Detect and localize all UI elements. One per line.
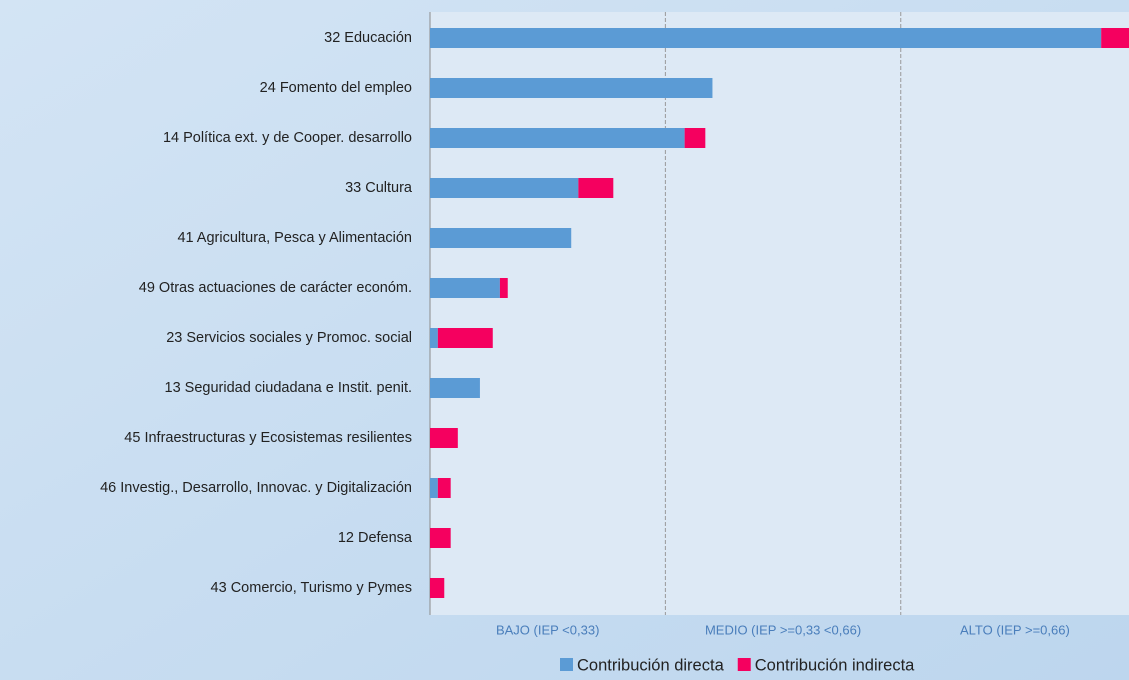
zone-label: BAJO (IEP <0,33) — [496, 622, 599, 637]
category-label: 32 Educación — [324, 30, 412, 46]
zone-label: MEDIO (IEP >=0,33 <0,66) — [705, 622, 861, 637]
legend-label: Contribución indirecta — [755, 656, 915, 674]
category-label: 46 Investig., Desarrollo, Innovac. y Dig… — [100, 480, 412, 496]
category-label: 12 Defensa — [338, 530, 413, 546]
bar-segment — [430, 428, 458, 448]
plot-area — [430, 12, 1129, 615]
bar-segment — [430, 578, 445, 598]
legend-label: Contribución directa — [577, 656, 725, 674]
zone-label: ALTO (IEP >=0,66) — [960, 622, 1070, 637]
bar-segment — [430, 78, 713, 98]
bar-segment — [430, 528, 451, 548]
bar-segment — [578, 178, 614, 198]
category-label: 13 Seguridad ciudadana e Instit. penit. — [165, 380, 412, 396]
category-label: 43 Comercio, Turismo y Pymes — [211, 580, 412, 596]
bar-segment — [684, 128, 706, 148]
bar-segment — [1101, 28, 1129, 48]
category-label: 49 Otras actuaciones de carácter económ. — [139, 280, 412, 296]
bar-segment — [430, 228, 572, 248]
legend-swatch — [737, 658, 751, 671]
bar-segment — [430, 328, 438, 348]
bar-segment — [437, 478, 451, 498]
category-label: 45 Infraestructuras y Ecosistemas resili… — [124, 430, 412, 446]
legend-swatch — [560, 658, 573, 671]
category-label: 33 Cultura — [345, 180, 413, 196]
category-label: 14 Política ext. y de Cooper. desarrollo — [163, 130, 412, 146]
bar-segment — [430, 28, 1102, 48]
bar-segment — [430, 378, 480, 398]
bar-segment — [430, 278, 500, 298]
bar-segment — [430, 178, 579, 198]
category-label: 23 Servicios sociales y Promoc. social — [166, 330, 412, 346]
bar-segment — [430, 478, 438, 498]
category-label: 41 Agricultura, Pesca y Alimentación — [177, 230, 412, 246]
category-label: 24 Fomento del empleo — [260, 80, 412, 96]
bar-segment — [437, 328, 493, 348]
bar-segment — [499, 278, 508, 298]
bar-segment — [430, 128, 685, 148]
